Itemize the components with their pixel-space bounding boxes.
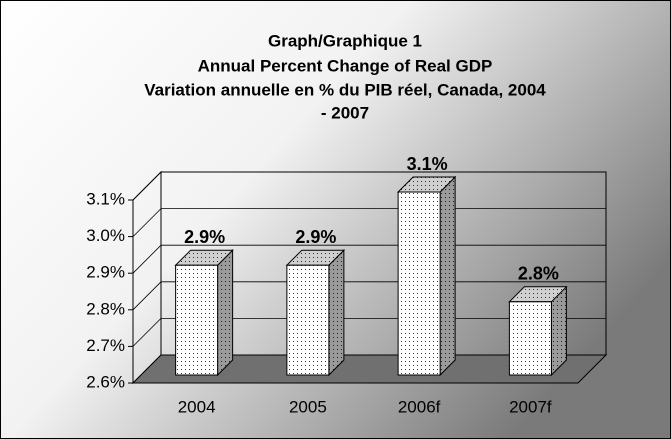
bar-side [328, 248, 345, 377]
x-tick-label: 2005 [289, 397, 327, 416]
bar-side [217, 248, 234, 377]
grid-line [132, 208, 606, 237]
grid-line [132, 317, 606, 347]
floor [131, 354, 608, 384]
grid-line [132, 171, 606, 201]
y-tick-label: 2.6% [86, 372, 125, 391]
bar [508, 301, 552, 376]
chart-title: Variation annuelle en % du PIB réel, Can… [144, 80, 546, 99]
grid-line [132, 244, 606, 274]
y-tick-label: 2.9% [86, 263, 125, 282]
chart-title: Graph/Graphique 1 [268, 31, 422, 50]
bar-side [439, 175, 456, 377]
bar [397, 191, 441, 376]
data-label: 2.9% [295, 227, 336, 247]
bar [175, 264, 219, 376]
data-label: 2.8% [518, 264, 559, 284]
grid-line [132, 281, 606, 311]
x-tick-label: 2006f [398, 397, 441, 416]
y-tick-label: 2.8% [86, 299, 125, 318]
bar [286, 264, 330, 376]
chart-title: Annual Percent Change of Real GDP [198, 56, 493, 75]
chart-title: - 2007 [321, 103, 369, 122]
y-tick-label: 3.0% [86, 226, 125, 245]
data-label: 3.1% [407, 154, 448, 174]
y-tick-label: 2.7% [86, 336, 125, 355]
x-tick-label: 2007f [509, 397, 552, 416]
data-label: 2.9% [184, 227, 225, 247]
y-tick-label: 3.1% [86, 189, 125, 208]
x-tick-label: 2004 [178, 397, 216, 416]
